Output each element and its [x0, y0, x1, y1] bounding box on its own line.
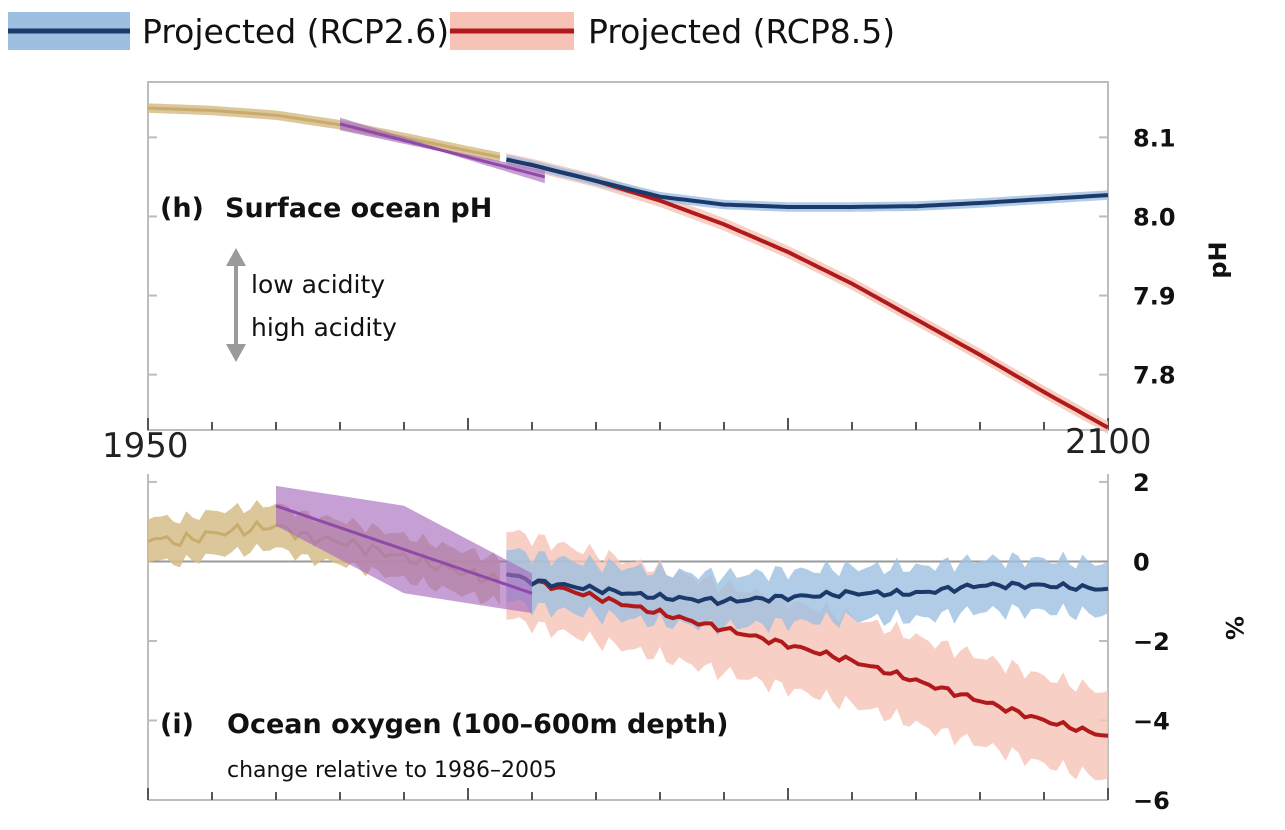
x-end-year-label: 2100: [1065, 422, 1152, 462]
arrow-up-icon: [226, 248, 246, 266]
panel-h-ytick-label: 8.1: [1133, 124, 1176, 152]
legend-item-rcp26: Projected (RCP2.6): [8, 12, 449, 51]
panel-h-observed-line: [147, 106, 501, 159]
panel-h-ytick-label: 7.8: [1133, 362, 1176, 390]
panel-i-ytick-label: −6: [1133, 787, 1170, 815]
panel-i-ytick-label: 2: [1133, 469, 1150, 497]
panel-h-trend-line: [339, 122, 546, 179]
legend-item-rcp85: Projected (RCP8.5): [450, 12, 895, 51]
panel-h-id: (h): [160, 193, 204, 224]
legend: Projected (RCP2.6) Projected (RCP8.5): [8, 12, 895, 51]
panel-i-lines: [147, 485, 1109, 738]
panel-h-title: Surface ocean pH: [225, 193, 492, 224]
panel-h-lines: [147, 106, 1109, 430]
panel-i-ytick-label: 0: [1133, 548, 1150, 576]
panel-h-surface-ph: 8.1 8.0 7.9 7.8 (h) Surface ocean pH low ac…: [147, 81, 1232, 434]
low-acidity-label: low acidity: [251, 270, 385, 299]
panel-i-subtitle: change relative to 1986–2005: [227, 758, 557, 783]
panel-h-ytick-label: 8.0: [1133, 203, 1176, 231]
panel-i-x-ticks: [147, 788, 1109, 800]
panel-h-left-ticks: [148, 136, 157, 376]
legend-label-rcp26: Projected (RCP2.6): [142, 12, 449, 51]
panel-i-ocean-oxygen: 2 0 −2 −4 −6 (i) Ocean oxygen (100–600m dept…: [147, 469, 1248, 815]
panel-i-line-rcp85: [506, 572, 1109, 738]
panel-i-right-ticks: 2 0 −2 −4 −6: [1099, 469, 1170, 815]
x-start-year-label: 1950: [102, 426, 189, 466]
panel-i-title: Ocean oxygen (100–600m depth): [227, 709, 728, 740]
legend-label-rcp85: Projected (RCP8.5): [588, 12, 895, 51]
panel-i-ytick-label: −2: [1133, 628, 1170, 656]
panel-h-ytick-label: 7.9: [1133, 283, 1176, 311]
panel-h-right-ticks: 8.1 8.0 7.9 7.8: [1099, 124, 1176, 390]
panel-i-ytick-label: −4: [1133, 707, 1170, 735]
panel-i-trend-line: [275, 504, 533, 595]
panel-i-id: (i): [160, 709, 194, 740]
panel-h-line-rcp26: [505, 157, 1109, 209]
arrow-down-icon: [226, 344, 246, 362]
panel-i-line-rcp26: [506, 572, 1109, 607]
panel-h-band-rcp85: [506, 153, 1108, 434]
panel-h-x-ticks: [147, 418, 1109, 430]
panel-h-bands: [148, 103, 1108, 434]
acidity-arrow: [226, 248, 246, 362]
panel-i-ylabel: %: [1220, 616, 1248, 640]
panel-h-band-rcp26: [506, 154, 1108, 212]
panel-h-ylabel: pH: [1204, 241, 1232, 278]
panel-h-frame: [147, 81, 1109, 431]
high-acidity-label: high acidity: [251, 313, 397, 342]
panel-i-band-rcp26: [506, 547, 1108, 636]
